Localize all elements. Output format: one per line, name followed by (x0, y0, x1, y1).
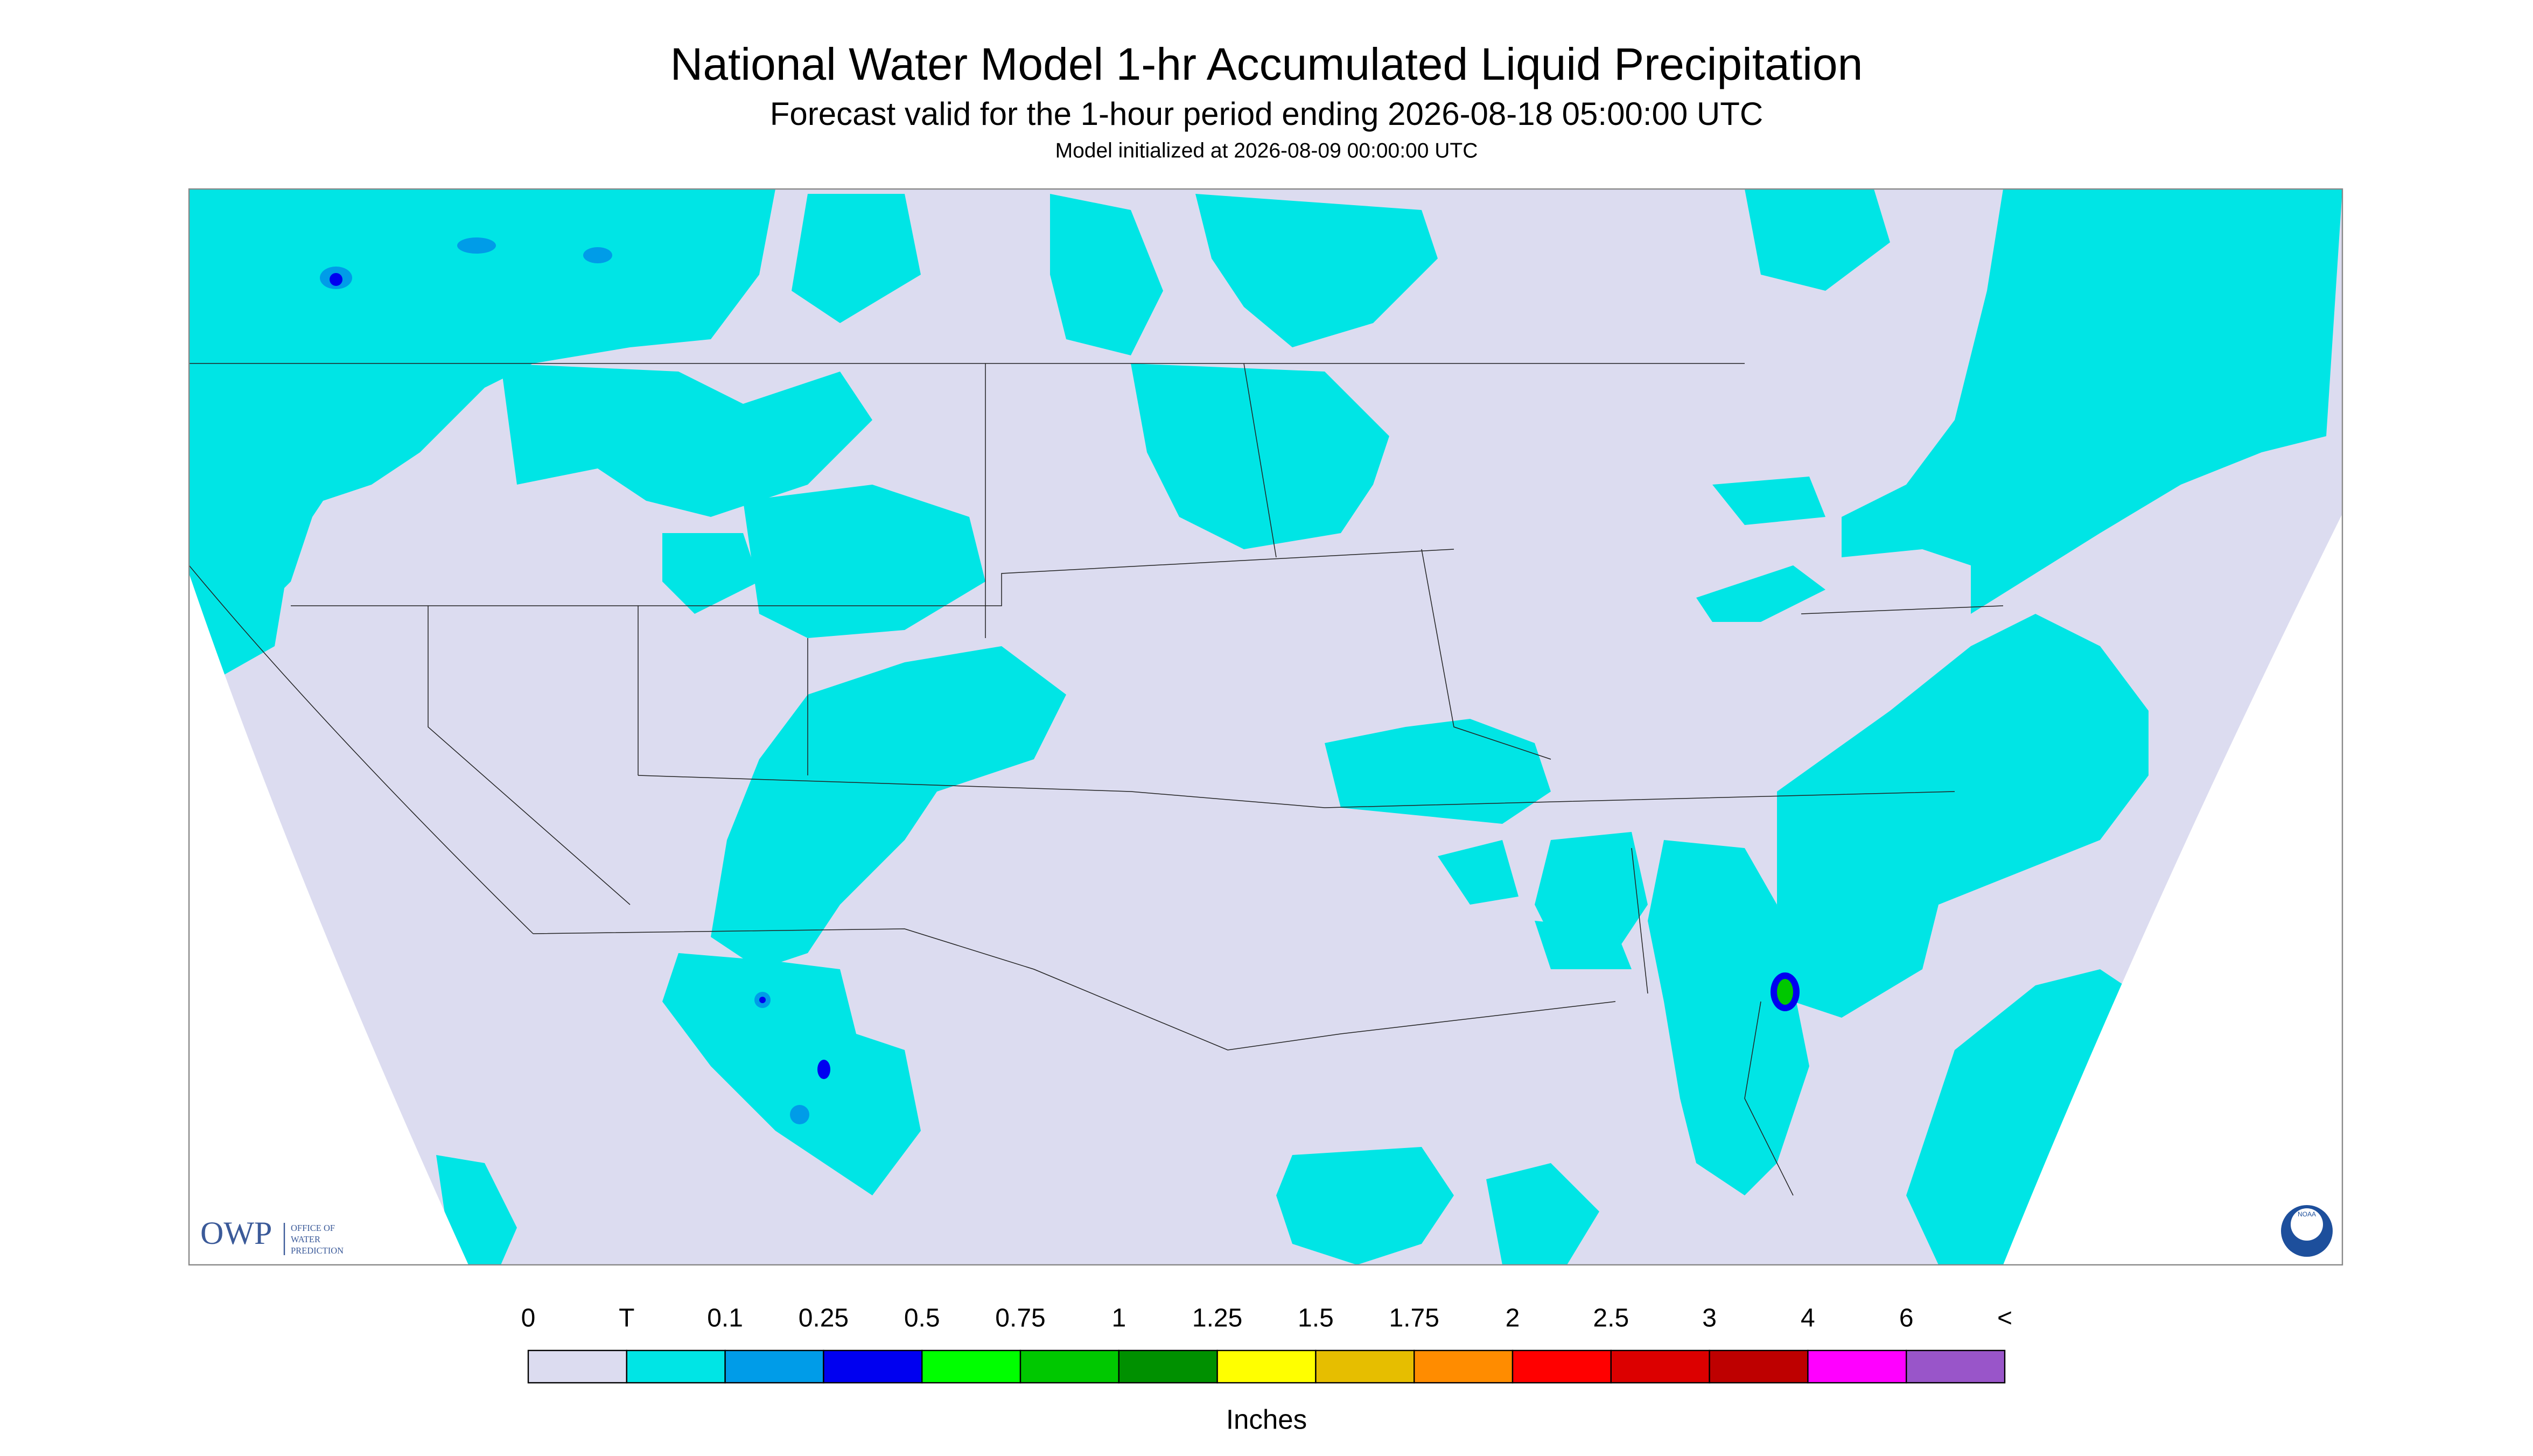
legend-label: 0 (521, 1304, 536, 1333)
legend-label: 1.25 (1192, 1304, 1242, 1333)
owp-name: OFFICE OF (291, 1223, 335, 1233)
legend-swatch (1118, 1349, 1218, 1384)
subtitle: Forecast valid for the 1-hour period end… (770, 96, 1763, 132)
legend-units: Inches (1226, 1404, 1307, 1434)
legend-label: 0.25 (799, 1304, 849, 1333)
owp-name: PREDICTION (291, 1245, 344, 1256)
outside-domain (2003, 514, 2342, 1265)
legend-label: < (1997, 1304, 2012, 1333)
legend-label: 0.1 (707, 1304, 743, 1333)
legend-label: 1 (1111, 1304, 1126, 1333)
init-note: Model initialized at 2026-08-09 00:00:00… (1055, 139, 1478, 162)
precip-areas (189, 189, 2342, 1265)
legend-label: 0.5 (904, 1304, 940, 1333)
legend-swatch (1216, 1349, 1317, 1384)
legend-swatch (527, 1349, 628, 1384)
legend-label: T (619, 1304, 634, 1333)
legend-swatch (1315, 1349, 1415, 1384)
legend-swatch (823, 1349, 923, 1384)
legend-label: 0.75 (995, 1304, 1045, 1333)
legend-swatch (1019, 1349, 1120, 1384)
owp-logo: OWP (200, 1215, 272, 1251)
legend-label: 2.5 (1593, 1304, 1629, 1333)
noaa-text: NOAA (2298, 1210, 2316, 1218)
legend-swatch (1512, 1349, 1612, 1384)
legend-swatch (724, 1349, 824, 1384)
map: OWP OFFICE OF WATER PREDICTION NOAA (188, 188, 2343, 1266)
boundaries (189, 363, 2004, 1196)
owp-name: WATER (291, 1234, 320, 1244)
legend-swatch (1414, 1349, 1514, 1384)
legend-swatch (921, 1349, 1021, 1384)
legend-swatch (1807, 1349, 1907, 1384)
noaa-logo-inner (2291, 1208, 2323, 1241)
heavy-spots (320, 237, 1800, 1125)
legend-label: 6 (1899, 1304, 1914, 1333)
legend-swatch (1709, 1349, 1809, 1384)
map-frame (188, 188, 2343, 1266)
legend-swatch (1610, 1349, 1710, 1384)
legend: 0 T 0.1 0.25 0.5 0.75 1 1.25 1.5 1.75 2 2.5 3 4 6 < (521, 1304, 2012, 1384)
title: National Water Model 1-hr Accumulated Li… (670, 39, 1863, 89)
legend-label: 1.5 (1298, 1304, 1334, 1333)
legend-swatch (1905, 1349, 2006, 1384)
legend-label: 4 (1801, 1304, 1815, 1333)
legend-label: 1.75 (1389, 1304, 1439, 1333)
legend-label: 2 (1506, 1304, 1520, 1333)
legend-swatch (626, 1349, 726, 1384)
outside-domain (189, 573, 468, 1265)
legend-label: 3 (1702, 1304, 1717, 1333)
